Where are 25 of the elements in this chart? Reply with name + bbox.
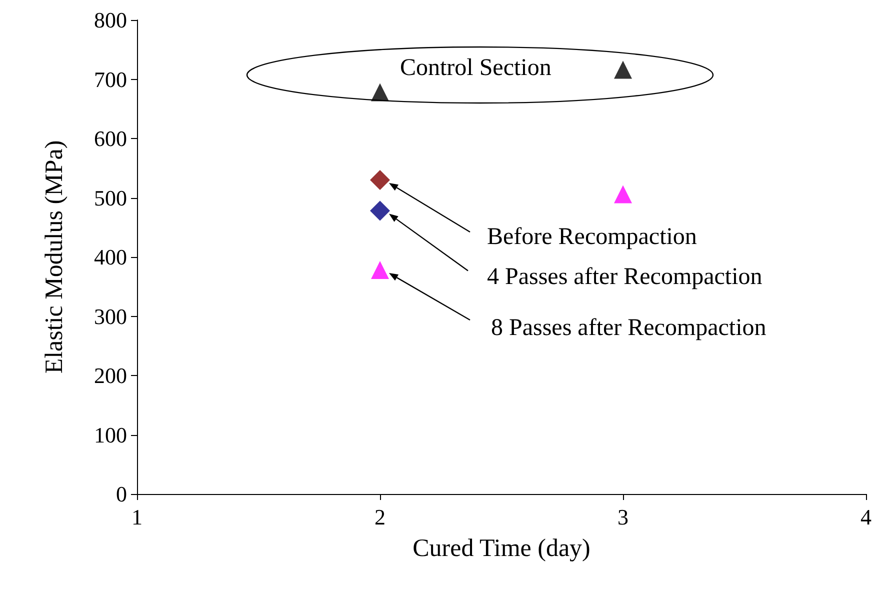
x-tick-label: 1: [132, 504, 142, 530]
y-tick-label: 600: [94, 126, 127, 151]
point: [371, 83, 389, 102]
x-tick-label: 4: [860, 504, 872, 530]
y-tick-label: 800: [94, 8, 127, 32]
x-tick-label: 3: [618, 504, 628, 530]
annotation: 4 Passes after Recompaction: [487, 264, 762, 290]
point: [370, 170, 390, 190]
y-tick-label: 500: [94, 185, 127, 210]
annotation: 8 Passes after Recompaction: [491, 315, 766, 342]
x-tick-label: 2: [374, 504, 386, 530]
point: [371, 261, 389, 280]
x-axis-title: Cured Time (day): [412, 535, 590, 562]
y-tick-label: 0: [116, 482, 127, 506]
point: [370, 200, 390, 221]
y-tick-label: 200: [94, 363, 127, 388]
y-axis-title: Elastic Modulus (MPa): [41, 140, 68, 374]
y-tick-label: 400: [94, 244, 127, 270]
y-tick-label: 700: [94, 66, 127, 92]
point: [614, 60, 632, 79]
y-tick-label: 300: [94, 304, 127, 329]
annotation: Before Recompaction: [487, 224, 697, 250]
annotation: Control Section: [400, 55, 552, 81]
point: [614, 185, 632, 204]
y-tick-label: 100: [94, 422, 127, 448]
